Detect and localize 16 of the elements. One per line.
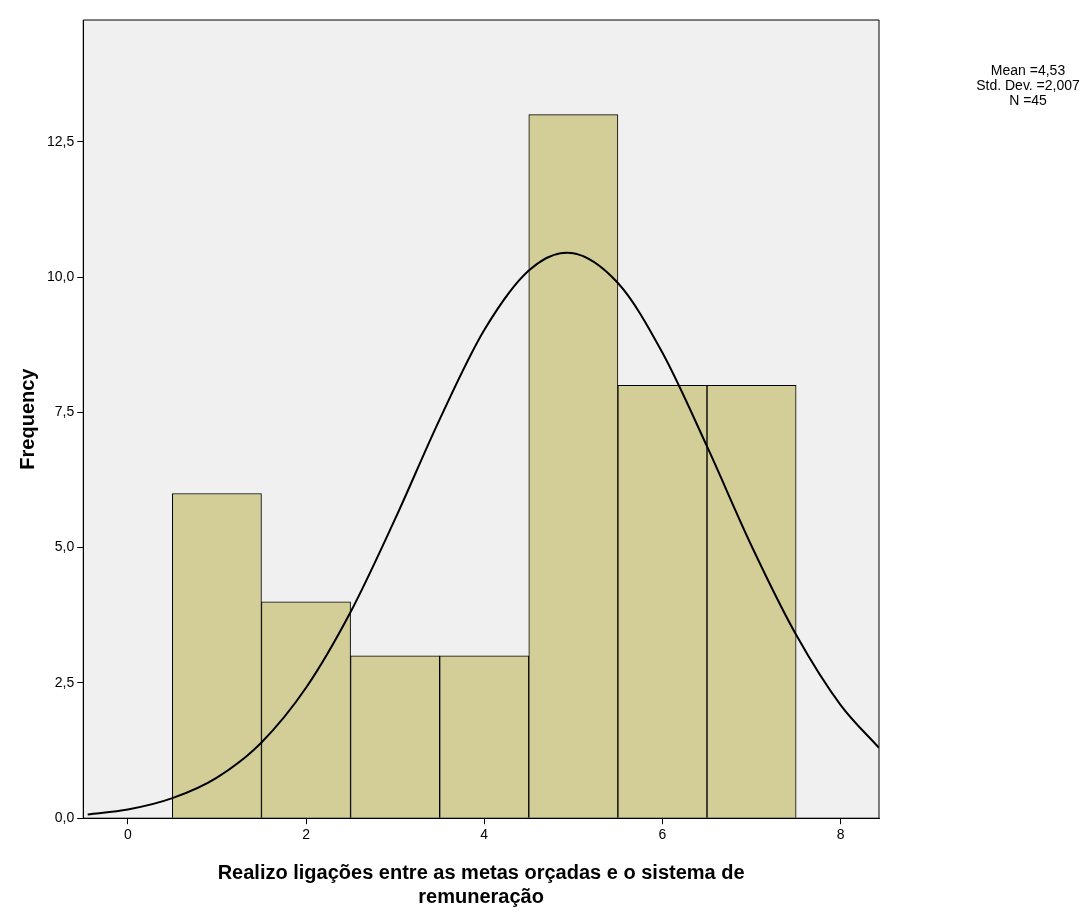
y-tick-label: 5,0 — [54, 538, 75, 555]
text: Mean =4,53 — [990, 61, 1066, 78]
x-tick-label: 0 — [123, 826, 132, 843]
x-tick-label: 2 — [302, 826, 311, 843]
y-tick-label: 0,0 — [54, 809, 75, 826]
x-tick-label: 4 — [480, 826, 489, 843]
text: Std. Dev. =2,007 — [976, 76, 1081, 93]
y-tick-label: 12,5 — [47, 132, 75, 149]
y-axis-title: Frequency — [15, 367, 38, 470]
x-tick-label: 8 — [836, 826, 845, 843]
y-tick-label: 7,5 — [54, 403, 75, 420]
x-axis-title: Realizo ligações entre as metas orçadas e o sistema de remuneração — [217, 860, 745, 907]
text: N =45 — [1009, 91, 1048, 108]
x-tick-label: 6 — [658, 826, 667, 843]
y-tick-label: 10,0 — [47, 267, 75, 284]
y-tick-label: 2,5 — [54, 673, 75, 690]
